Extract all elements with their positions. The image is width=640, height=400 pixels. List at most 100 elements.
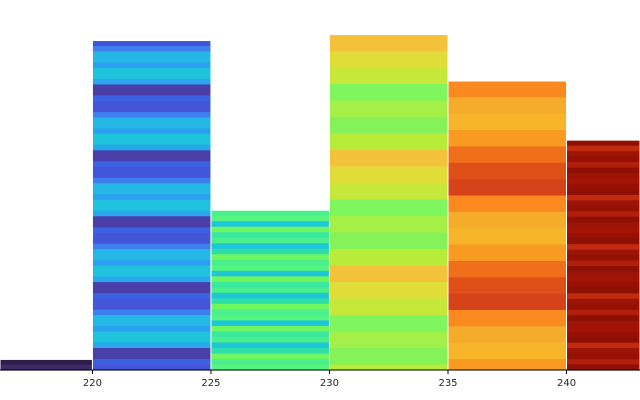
bar-stripe [329, 78, 448, 85]
bar-stripe [329, 67, 448, 74]
bar-stripe [329, 232, 448, 239]
bar-stripe [92, 89, 211, 97]
bar-stripe [92, 309, 211, 316]
bar-stripe [448, 233, 567, 240]
bar-stripe [329, 95, 448, 102]
bar-stripe [92, 276, 211, 283]
bar-stripe [210, 325, 330, 333]
bar-stripe [92, 326, 211, 333]
bar-stripe [92, 320, 211, 327]
bar-stripe [92, 46, 211, 53]
x-tick-label: 235 [438, 378, 457, 389]
bar-stripe [92, 51, 211, 58]
bar-stripe [92, 194, 211, 201]
histogram-bar [566, 139, 640, 371]
bar-stripe [329, 106, 448, 113]
bar-stripe [448, 353, 567, 360]
bar-stripe [448, 168, 567, 175]
bar-stripe [92, 359, 211, 366]
bar-stripe [448, 130, 567, 137]
bar-stripe [210, 314, 330, 322]
bar-stripe [448, 217, 567, 224]
bar-stripe [329, 238, 448, 245]
bar-stripe [329, 183, 448, 190]
bar-stripe [329, 111, 448, 118]
bar-stripe [566, 211, 640, 218]
histogram-bar [447, 80, 568, 371]
bar-stripe [448, 206, 567, 213]
bar-stripe [448, 108, 567, 115]
histogram-bar [210, 209, 330, 371]
bar-stripe [210, 320, 330, 327]
bar-stripe [329, 100, 448, 107]
bar-stripe [566, 337, 640, 344]
bar-stripe [92, 177, 211, 184]
bar-stripe [329, 188, 448, 195]
bar-stripe [566, 298, 640, 305]
bar-stripe [329, 56, 448, 63]
bar-stripe [210, 221, 330, 228]
bar-stripe [92, 57, 211, 64]
bar-stripe [92, 199, 211, 206]
bar-stripe [448, 190, 567, 197]
bar-stripe [329, 221, 448, 228]
bar-stripe [329, 348, 448, 355]
bar-stripe [448, 119, 567, 126]
bar-stripe [210, 353, 330, 360]
bar-stripe [92, 155, 211, 162]
bar-stripe [566, 189, 640, 196]
bar-stripe [92, 210, 211, 217]
bar-stripe [92, 282, 211, 289]
bar-stripe [92, 353, 211, 360]
bar-stripe [448, 359, 567, 366]
bar-stripe [448, 135, 567, 142]
bar-stripe [448, 271, 567, 278]
bar-stripe [566, 172, 640, 180]
bar-stripe [92, 315, 211, 322]
bar-stripe [566, 238, 640, 245]
bar-stripe [566, 315, 640, 322]
bar-stripe [210, 358, 330, 366]
bar-stripe [566, 353, 640, 360]
histogram-bar [91, 40, 212, 371]
bar-stripe [566, 205, 640, 212]
bar-stripe [210, 298, 330, 305]
bar-stripe [448, 151, 567, 158]
bar-stripe [329, 293, 448, 300]
bar-stripe [329, 276, 448, 283]
bar-stripe [92, 40, 211, 47]
bar-stripe [92, 144, 211, 151]
bar-stripe [448, 310, 567, 317]
bar-stripe [210, 232, 330, 239]
bar-stripe [329, 205, 448, 212]
bar-stripe [329, 155, 448, 162]
bar-stripe [329, 249, 448, 256]
bar-stripe [448, 364, 567, 371]
bar-stripe [210, 270, 330, 277]
bar-stripe [329, 133, 448, 140]
bar-stripe [92, 205, 211, 212]
bar-stripe [210, 331, 330, 338]
bar-stripe [448, 315, 567, 322]
bar-stripe [448, 342, 567, 349]
bar-stripe [92, 304, 211, 311]
x-tick-label: 230 [320, 378, 339, 389]
bar-stripe [92, 128, 211, 135]
bar-stripe [566, 326, 640, 333]
bar-stripe [329, 353, 448, 360]
bar-stripe [448, 337, 567, 344]
bar-stripe [329, 62, 448, 69]
bar-stripe [92, 265, 211, 272]
bar-stripe [566, 342, 640, 349]
bar-stripe [210, 292, 330, 299]
bar-stripe [210, 259, 330, 266]
bar-stripe [329, 161, 448, 168]
bar-stripe [566, 304, 640, 311]
bar-stripe [92, 337, 211, 344]
bar-stripe [566, 233, 640, 240]
bar-stripe [92, 238, 211, 245]
bar-stripe [448, 320, 567, 327]
bar-stripe [92, 139, 211, 146]
bar-stripe [448, 91, 567, 98]
bar-stripe [210, 309, 330, 316]
